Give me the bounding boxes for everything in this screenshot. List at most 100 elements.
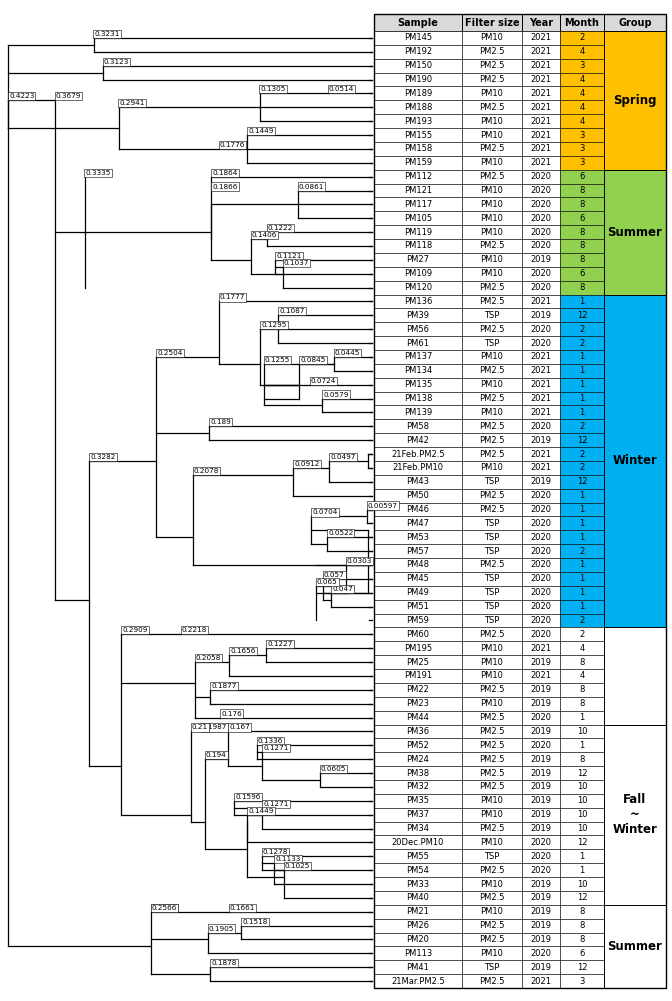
Text: 0.1305: 0.1305 bbox=[261, 86, 286, 92]
Bar bbox=[374, 517, 462, 531]
Bar bbox=[374, 100, 462, 114]
Bar bbox=[462, 711, 522, 725]
Text: PM10: PM10 bbox=[480, 838, 503, 847]
Text: 0.194: 0.194 bbox=[206, 752, 226, 758]
Text: PM2.5: PM2.5 bbox=[479, 172, 505, 181]
Bar bbox=[560, 725, 604, 739]
Bar bbox=[522, 614, 560, 628]
Bar bbox=[560, 31, 604, 45]
Text: PM10: PM10 bbox=[480, 269, 503, 278]
Bar bbox=[374, 628, 462, 642]
Bar bbox=[560, 405, 604, 419]
Bar bbox=[604, 14, 666, 31]
Text: PM10: PM10 bbox=[480, 33, 503, 42]
Text: 2: 2 bbox=[579, 338, 585, 347]
Bar bbox=[560, 294, 604, 308]
Text: 0.3335: 0.3335 bbox=[85, 169, 111, 175]
Bar bbox=[604, 294, 666, 628]
Text: 1: 1 bbox=[579, 380, 585, 389]
Bar bbox=[374, 739, 462, 752]
Bar bbox=[560, 183, 604, 197]
Text: 2019: 2019 bbox=[530, 769, 552, 778]
Text: PM118: PM118 bbox=[404, 241, 432, 250]
Text: 2020: 2020 bbox=[530, 575, 552, 584]
Text: PM32: PM32 bbox=[407, 783, 429, 792]
Text: 8: 8 bbox=[579, 755, 585, 764]
Bar bbox=[374, 711, 462, 725]
Text: PM135: PM135 bbox=[404, 380, 432, 389]
Bar bbox=[374, 600, 462, 614]
Text: PM10: PM10 bbox=[480, 463, 503, 472]
Bar bbox=[374, 545, 462, 559]
Bar bbox=[522, 377, 560, 391]
Text: 2019: 2019 bbox=[530, 921, 552, 930]
Bar bbox=[522, 600, 560, 614]
Bar bbox=[462, 239, 522, 253]
Text: PM2.5: PM2.5 bbox=[479, 47, 505, 56]
Bar bbox=[462, 766, 522, 780]
Text: 0.1596: 0.1596 bbox=[235, 794, 261, 800]
Bar bbox=[522, 808, 560, 822]
Bar bbox=[374, 891, 462, 905]
Bar bbox=[462, 822, 522, 836]
Text: PM10: PM10 bbox=[480, 658, 503, 667]
Bar bbox=[560, 419, 604, 433]
Text: 2020: 2020 bbox=[530, 338, 552, 347]
Text: 0.0845: 0.0845 bbox=[300, 357, 325, 363]
Bar bbox=[462, 183, 522, 197]
Text: 0.0514: 0.0514 bbox=[329, 86, 354, 92]
Bar bbox=[462, 128, 522, 142]
Text: 3: 3 bbox=[579, 158, 585, 167]
Bar bbox=[462, 211, 522, 225]
Text: PM2.5: PM2.5 bbox=[479, 824, 505, 833]
Text: PM10: PM10 bbox=[480, 907, 503, 916]
Text: 2019: 2019 bbox=[530, 783, 552, 792]
Text: 10: 10 bbox=[577, 824, 587, 833]
Text: 0.2566: 0.2566 bbox=[152, 905, 177, 911]
Bar bbox=[462, 419, 522, 433]
Text: PM155: PM155 bbox=[404, 130, 432, 139]
Bar bbox=[522, 156, 560, 170]
Bar bbox=[560, 849, 604, 863]
Text: PM2.5: PM2.5 bbox=[479, 783, 505, 792]
Bar bbox=[560, 919, 604, 933]
Bar bbox=[374, 364, 462, 377]
Bar bbox=[522, 267, 560, 280]
Text: PM51: PM51 bbox=[407, 603, 429, 611]
Bar bbox=[522, 711, 560, 725]
Text: PM119: PM119 bbox=[404, 227, 432, 236]
Bar bbox=[462, 336, 522, 350]
Bar bbox=[374, 447, 462, 461]
Bar bbox=[462, 905, 522, 919]
Bar bbox=[522, 350, 560, 364]
Bar bbox=[462, 697, 522, 711]
Text: 4: 4 bbox=[579, 103, 585, 112]
Text: 1: 1 bbox=[579, 506, 585, 515]
Bar bbox=[462, 891, 522, 905]
Text: 1: 1 bbox=[579, 561, 585, 570]
Bar bbox=[522, 794, 560, 808]
Text: 2019: 2019 bbox=[530, 477, 552, 486]
Text: 3: 3 bbox=[579, 144, 585, 153]
Bar bbox=[374, 142, 462, 156]
Text: PM2.5: PM2.5 bbox=[479, 741, 505, 750]
Bar bbox=[522, 225, 560, 239]
Bar bbox=[374, 669, 462, 683]
Text: PM54: PM54 bbox=[407, 866, 429, 875]
Text: 1: 1 bbox=[579, 297, 585, 306]
Bar bbox=[522, 461, 560, 474]
Bar bbox=[462, 974, 522, 988]
Text: PM195: PM195 bbox=[404, 644, 432, 653]
Text: 2: 2 bbox=[579, 421, 585, 430]
Text: PM105: PM105 bbox=[404, 214, 432, 223]
Bar bbox=[522, 669, 560, 683]
Text: 2019: 2019 bbox=[530, 893, 552, 902]
Text: 2019: 2019 bbox=[530, 311, 552, 320]
Bar bbox=[560, 752, 604, 766]
Text: 0.1449: 0.1449 bbox=[248, 128, 274, 134]
Text: PM40: PM40 bbox=[407, 893, 429, 902]
Bar bbox=[560, 45, 604, 59]
Text: PM24: PM24 bbox=[407, 755, 429, 764]
Bar bbox=[462, 849, 522, 863]
Text: 0.1255: 0.1255 bbox=[265, 357, 290, 363]
